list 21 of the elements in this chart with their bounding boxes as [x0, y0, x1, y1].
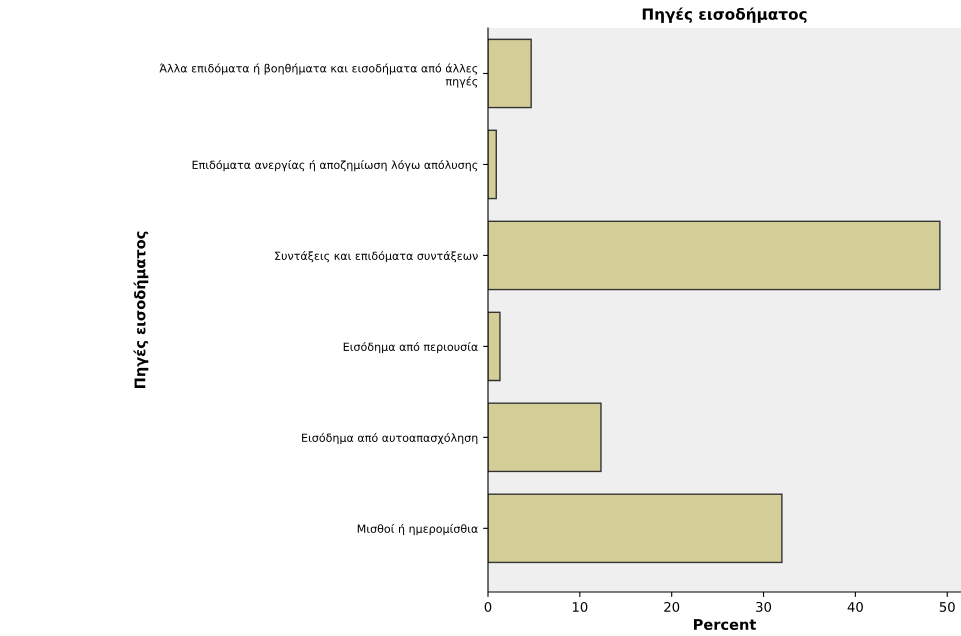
y-tick-label: Επιδόματα ανεργίας ή αποζημίωση λόγω απόλυσης: [192, 160, 478, 172]
y-tick-label: Μισθοί ή ημερομίσθια: [358, 524, 478, 536]
y-tick-label: Συντάξεις και επιδόματα συντάξεων: [275, 250, 478, 262]
bar: [488, 312, 501, 382]
x-tick-label: 20: [664, 602, 680, 612]
x-tick-label: 10: [572, 602, 588, 612]
chart-title: Πηγές εισοδήματος: [642, 7, 807, 23]
bar: [488, 220, 941, 290]
y-tick-label: Άλλα επιδόματα ή βοηθήματα και εισοδήματα από άλλες πηγές: [159, 63, 478, 88]
x-axis-title: Percent: [694, 619, 756, 630]
bar: [488, 494, 783, 564]
x-tick-label: 50: [940, 602, 955, 612]
x-tick-label: 40: [848, 602, 863, 612]
x-tick-label: 30: [756, 602, 772, 612]
x-tick-label: 0: [484, 602, 492, 612]
bar: [488, 130, 497, 200]
y-axis-title: Πηγές εισοδήματος: [134, 232, 148, 388]
y-tick-label: Εισόδημα από αυτοαπασχόληση: [302, 432, 478, 444]
y-tick-label: Εισόδημα από περιουσία: [344, 342, 478, 354]
bar: [488, 402, 602, 472]
bar: [488, 38, 532, 108]
